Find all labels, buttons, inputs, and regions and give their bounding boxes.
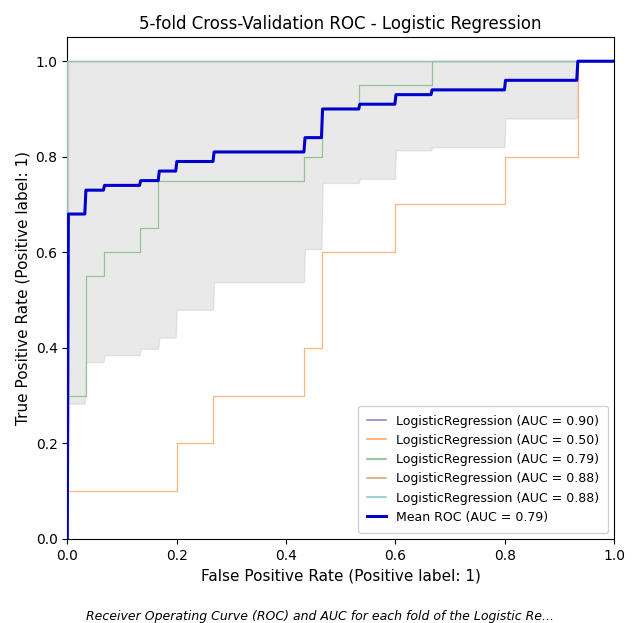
Legend: LogisticRegression (AUC = 0.90), LogisticRegression (AUC = 0.50), LogisticRegres: LogisticRegression (AUC = 0.90), Logisti… (358, 406, 608, 533)
Y-axis label: True Positive Rate (Positive label: 1): True Positive Rate (Positive label: 1) (15, 151, 30, 425)
Title: 5-fold Cross-Validation ROC - Logistic Regression: 5-fold Cross-Validation ROC - Logistic R… (140, 15, 542, 33)
X-axis label: False Positive Rate (Positive label: 1): False Positive Rate (Positive label: 1) (201, 568, 481, 583)
Text: Receiver Operating Curve (ROC) and AUC for each fold of the Logistic Re...: Receiver Operating Curve (ROC) and AUC f… (86, 610, 554, 623)
